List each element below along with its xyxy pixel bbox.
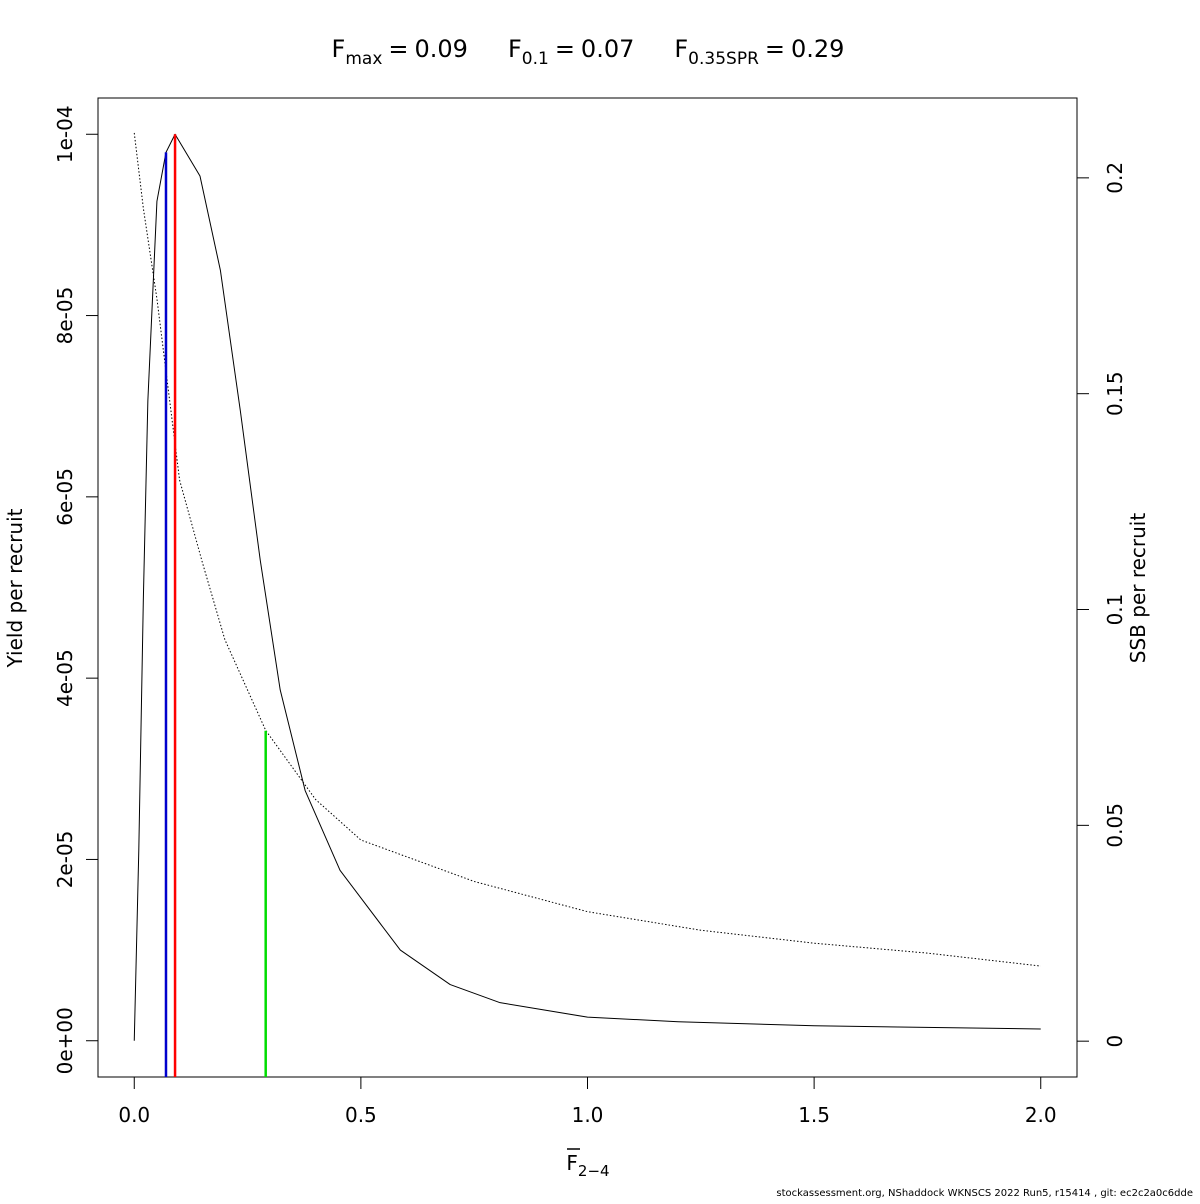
x-axis-label: F2−4 [566,1151,609,1180]
x-label-symbol: F [566,1151,578,1175]
plot-frame [97,97,1078,1078]
y-tick-label: 6e-05 [53,468,77,526]
curve [133,132,1041,967]
y2-tick-label: 0.2 [1103,162,1127,194]
title-subscript: max [345,49,382,69]
x-tick-label: 0.5 [345,1103,377,1127]
x-tick-label: 2.0 [1025,1103,1057,1127]
title-subscript: 0.1 [522,49,549,69]
x-tick-label: 0.0 [118,1103,150,1127]
y-tick-label: 1e-04 [53,105,77,163]
y-tick-label: 2e-05 [53,831,77,889]
chart-title: Fmax = 0.09 F0.1 = 0.07 F0.35SPR = 0.29 [332,35,845,69]
title-value: 0.29 [791,35,844,63]
y-axis-label: Yield per recruit [3,508,27,668]
title-sign: = [765,35,785,63]
curve [133,133,1041,1041]
y2-tick-label: 0.15 [1103,371,1127,416]
title-symbol: F [508,35,522,63]
y-tick-label: 8e-05 [53,287,77,345]
title-symbol: F [332,35,346,63]
title-symbol: F [674,35,688,63]
x-tick-label: 1.0 [572,1103,604,1127]
title-value: 0.07 [581,35,634,63]
footer: stockassessment.org, NShaddock WKNSCS 20… [776,1188,1193,1199]
x-tick-label: 1.5 [798,1103,830,1127]
title-sign: = [388,35,408,63]
y2-tick-label: 0.1 [1103,594,1127,626]
y-tick-label: 0e+00 [53,1007,77,1074]
y2-axis-label: SSB per recruit [1126,513,1150,664]
x-label-subscript: 2−4 [578,1162,610,1180]
title-sign: = [555,35,575,63]
y-tick-label: 4e-05 [53,649,77,707]
title-subscript: 0.35SPR [688,49,759,69]
title-value: 0.09 [415,35,468,63]
y2-tick-label: 0 [1103,1035,1127,1048]
y2-tick-label: 0.05 [1103,803,1127,848]
